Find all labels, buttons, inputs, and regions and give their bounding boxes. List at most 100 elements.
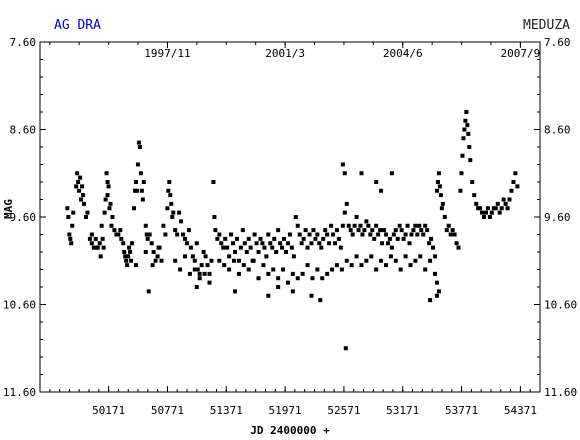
data-point xyxy=(295,223,300,228)
data-point xyxy=(110,215,115,219)
data-point xyxy=(125,263,130,268)
data-point xyxy=(272,236,277,241)
data-point xyxy=(340,223,345,228)
data-point xyxy=(149,241,154,246)
x-tick-label: 52571 xyxy=(327,404,360,417)
data-point xyxy=(69,241,74,246)
data-point xyxy=(143,250,148,254)
data-point xyxy=(338,245,343,250)
data-point xyxy=(262,245,267,250)
data-point xyxy=(127,245,132,250)
data-point xyxy=(256,250,261,254)
data-point xyxy=(442,215,447,219)
data-point xyxy=(356,228,361,233)
data-point xyxy=(350,232,355,237)
data-point xyxy=(126,254,131,259)
data-point xyxy=(132,206,137,211)
data-point xyxy=(71,210,76,215)
data-point xyxy=(436,289,441,294)
data-point xyxy=(108,201,113,206)
data-point xyxy=(376,232,381,237)
data-point xyxy=(336,236,341,241)
data-point xyxy=(405,223,410,228)
data-point xyxy=(387,236,392,241)
data-point xyxy=(397,223,402,228)
x-tick-label: 50171 xyxy=(92,404,125,417)
data-point xyxy=(87,236,92,241)
data-points xyxy=(65,110,520,351)
data-point xyxy=(395,236,400,241)
data-point xyxy=(181,232,186,237)
data-point xyxy=(382,228,387,233)
observer-label: MEDUZA xyxy=(523,18,570,33)
data-point xyxy=(401,236,406,241)
data-point xyxy=(234,236,239,241)
data-point xyxy=(187,271,192,276)
data-point xyxy=(264,254,269,259)
data-point xyxy=(456,245,461,250)
data-point xyxy=(173,228,178,233)
data-point xyxy=(98,254,103,259)
data-point xyxy=(290,289,295,294)
data-point xyxy=(227,267,232,272)
y-tick-label-right: 10.60 xyxy=(544,299,577,312)
object-title: AG DRA xyxy=(54,18,101,33)
data-point xyxy=(100,236,105,241)
y-tick-label-right: 11.60 xyxy=(544,386,577,399)
axis-ticks xyxy=(40,41,541,393)
data-point xyxy=(146,289,151,294)
data-point xyxy=(107,206,112,211)
data-point xyxy=(150,263,155,268)
data-point xyxy=(143,223,148,228)
data-point xyxy=(315,267,320,272)
data-point xyxy=(205,263,210,268)
data-point xyxy=(349,263,354,268)
data-point xyxy=(327,241,332,246)
data-point xyxy=(331,232,336,237)
data-point xyxy=(439,206,444,211)
data-point xyxy=(293,215,298,219)
data-point xyxy=(366,223,371,228)
data-point xyxy=(109,223,114,228)
data-point xyxy=(389,171,394,176)
data-point xyxy=(499,206,504,211)
data-point xyxy=(436,171,441,176)
data-point xyxy=(440,201,445,206)
data-point xyxy=(276,228,281,233)
y-axis-label: MAG xyxy=(2,199,15,219)
data-point xyxy=(74,184,79,189)
data-point xyxy=(75,171,80,176)
data-point xyxy=(466,131,471,136)
data-point xyxy=(515,184,520,189)
x-tick-label: 51971 xyxy=(269,404,302,417)
data-point xyxy=(339,267,344,272)
data-point xyxy=(465,123,470,128)
data-point xyxy=(229,232,234,237)
data-point xyxy=(342,210,347,215)
data-point xyxy=(227,254,232,259)
data-point xyxy=(391,232,396,237)
data-point xyxy=(141,180,146,184)
data-point xyxy=(213,228,218,233)
data-point xyxy=(183,254,187,259)
data-point xyxy=(168,193,173,198)
data-point xyxy=(215,236,220,241)
data-point xyxy=(398,267,403,272)
data-point xyxy=(118,228,123,233)
data-point xyxy=(166,188,171,193)
y-tick-label-left: 11.60 xyxy=(3,386,36,399)
data-point xyxy=(78,175,83,180)
data-point xyxy=(83,215,88,219)
data-point xyxy=(145,236,150,241)
data-point xyxy=(368,232,373,237)
data-point xyxy=(354,254,359,259)
data-point xyxy=(458,188,463,193)
data-point xyxy=(261,263,266,268)
data-point xyxy=(372,236,377,241)
data-point xyxy=(423,223,428,228)
data-point xyxy=(103,197,108,202)
data-point xyxy=(136,140,141,145)
plot-frame xyxy=(39,41,541,393)
data-point xyxy=(448,232,453,237)
